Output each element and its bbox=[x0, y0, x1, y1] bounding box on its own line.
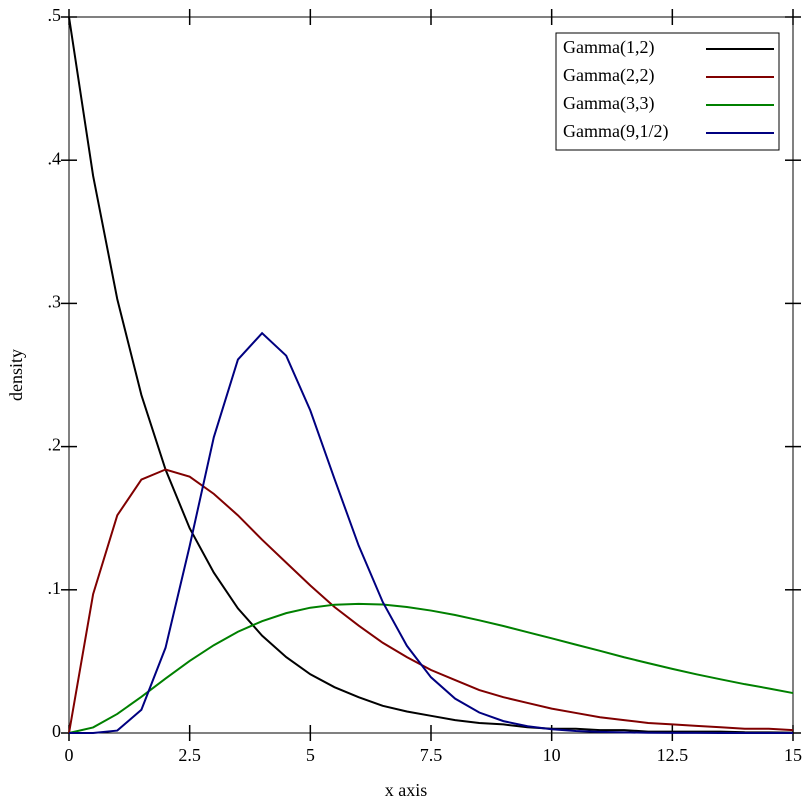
x-tick-label: 12.5 bbox=[657, 745, 689, 765]
y-tick-label: 0 bbox=[52, 721, 61, 741]
series-line bbox=[68, 602, 794, 734]
y-tick-label: .2 bbox=[48, 435, 62, 455]
x-axis-label: x axis bbox=[385, 780, 428, 800]
legend-label: Gamma(9,1/2) bbox=[563, 121, 668, 142]
x-tick-label: 5 bbox=[306, 745, 315, 765]
series-line bbox=[68, 468, 794, 734]
legend-box bbox=[555, 32, 780, 151]
x-tick-label: 7.5 bbox=[420, 745, 443, 765]
x-tick-label: 2.5 bbox=[178, 745, 201, 765]
y-tick-label: .1 bbox=[48, 578, 62, 598]
x-tick-label: 15 bbox=[784, 745, 802, 765]
y-tick-label: .4 bbox=[48, 148, 62, 168]
legend-label: Gamma(1,2) bbox=[563, 37, 654, 58]
x-tick-label: 10 bbox=[543, 745, 561, 765]
y-tick-label: .5 bbox=[48, 5, 62, 25]
series-line bbox=[69, 331, 793, 734]
legend-label: Gamma(3,3) bbox=[563, 93, 654, 114]
y-axis-label: density bbox=[6, 349, 26, 401]
y-tick-label: .3 bbox=[48, 292, 62, 312]
series-line bbox=[68, 16, 794, 734]
legend-label: Gamma(2,2) bbox=[563, 65, 654, 86]
x-tick-label: 0 bbox=[65, 745, 74, 765]
